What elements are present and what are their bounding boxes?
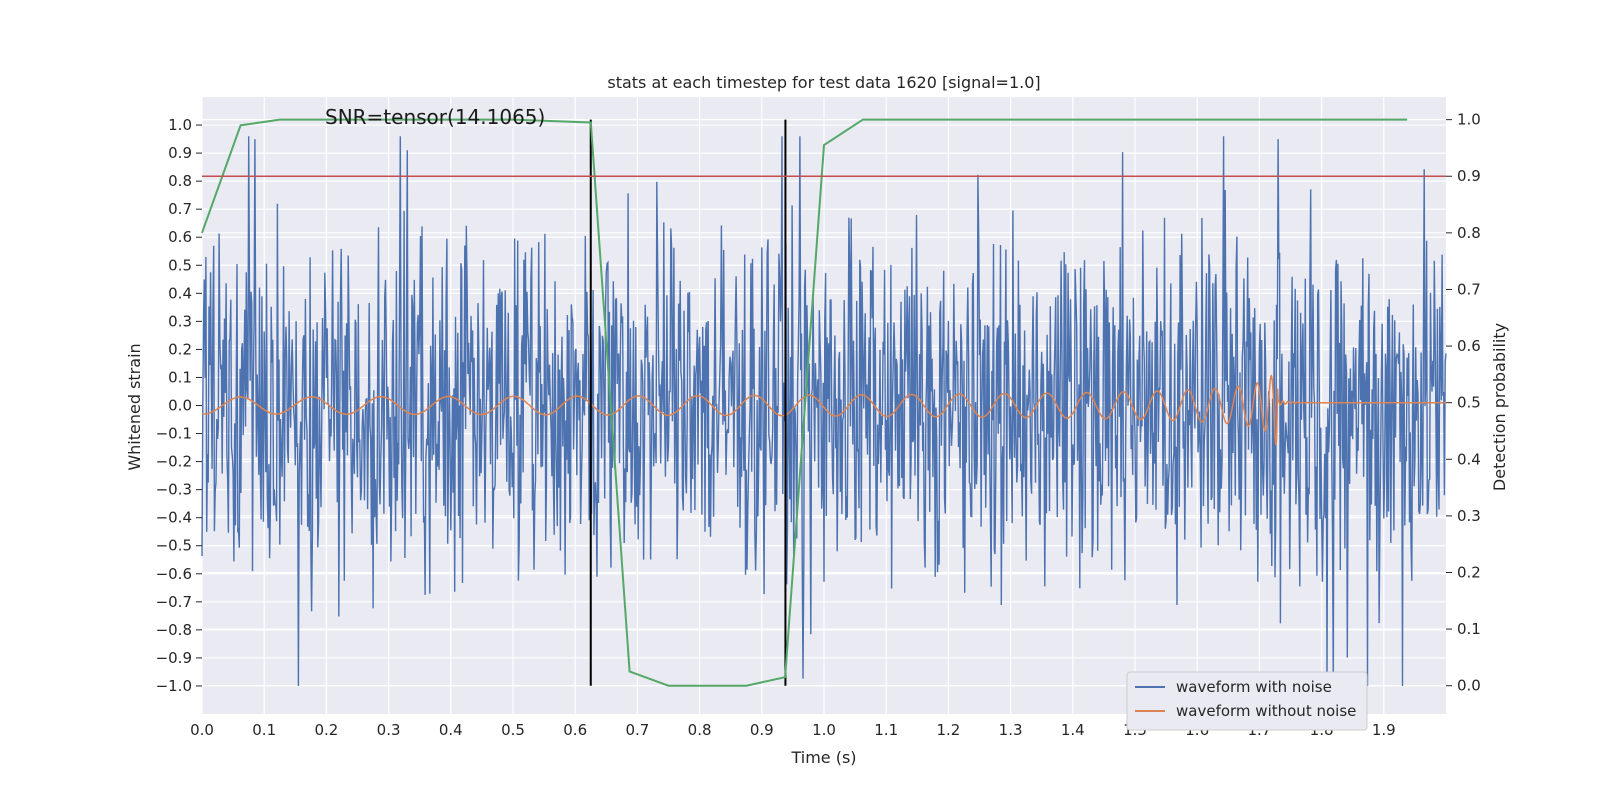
x-tick-label: 0.1 <box>252 721 276 739</box>
y-axis-label: Whitened strain <box>125 343 144 470</box>
y-tick-label: 0.6 <box>168 228 192 246</box>
snr-annotation: SNR=tensor(14.1065) <box>325 105 545 129</box>
right-tick-label: 0.0 <box>1457 677 1481 695</box>
right-tick-label: 0.2 <box>1457 563 1481 581</box>
y-tick-label: 0.9 <box>168 144 192 162</box>
right-tick-label: 0.7 <box>1457 280 1481 298</box>
y-tick-label: −0.9 <box>156 649 192 667</box>
right-tick-label: 0.5 <box>1457 394 1481 412</box>
right-tick-label: 0.8 <box>1457 224 1481 242</box>
y-tick-label: 0.4 <box>168 284 192 302</box>
x-tick-label: 0.0 <box>190 721 214 739</box>
right-tick-label: 0.3 <box>1457 507 1481 525</box>
right-tick-label: 1.0 <box>1457 111 1481 129</box>
x-tick-label: 0.8 <box>688 721 712 739</box>
x-tick-label: 0.6 <box>563 721 587 739</box>
y-tick-label: −0.2 <box>156 453 192 471</box>
x-tick-label: 0.4 <box>439 721 463 739</box>
x-tick-label: 1.2 <box>936 721 960 739</box>
y-tick-label: 0.3 <box>168 312 192 330</box>
x-tick-label: 1.3 <box>999 721 1023 739</box>
series-waveform-without-noise <box>202 374 1446 446</box>
x-axis-label: Time (s) <box>790 748 856 767</box>
series-waveform-with-noise <box>201 136 1447 687</box>
y-tick-label: −0.4 <box>156 509 192 527</box>
x-tick-label: 1.1 <box>874 721 898 739</box>
y-tick-label: 0.5 <box>168 256 192 274</box>
x-tick-label: 0.7 <box>625 721 649 739</box>
y-tick-label: −1.0 <box>156 677 192 695</box>
vertical-markers <box>589 119 787 686</box>
right-tick-label: 0.6 <box>1457 337 1481 355</box>
right-y-axis-label: Detection probability <box>1490 323 1509 491</box>
y-tick-label: 1.0 <box>168 116 192 134</box>
y-tick-label: 0.1 <box>168 368 192 386</box>
x-tick-label: 0.2 <box>314 721 338 739</box>
chirp-trace <box>202 374 1446 446</box>
legend-box <box>1126 671 1368 731</box>
noise-trace <box>201 136 1447 687</box>
y-tick-label: −0.8 <box>156 621 192 639</box>
x-tick-label: 0.5 <box>501 721 525 739</box>
legend: waveform with noise waveform without noi… <box>1126 671 1368 731</box>
x-tick-label: 1.9 <box>1372 721 1396 739</box>
chart-title: stats at each timestep for test data 162… <box>607 73 1040 92</box>
right-tick-label: 0.4 <box>1457 450 1481 468</box>
right-tick-label: 0.9 <box>1457 167 1481 185</box>
y-tick-label: 0.2 <box>168 340 192 358</box>
y-tick-label: 0.7 <box>168 200 192 218</box>
x-tick-label: 0.9 <box>750 721 774 739</box>
x-tick-label: 1.4 <box>1061 721 1085 739</box>
x-tick-label: 1.0 <box>812 721 836 739</box>
legend-label-clean: waveform without noise <box>1176 702 1356 720</box>
legend-label-noise: waveform with noise <box>1176 678 1332 696</box>
x-tick-label: 0.3 <box>377 721 401 739</box>
y-tick-label: −0.1 <box>156 425 192 443</box>
y-tick-label: −0.5 <box>156 537 192 555</box>
right-axis-ticks: 1.0 0.9 0.8 0.7 0.6 0.5 0.4 0.3 0.2 0.1 0.0 <box>1446 111 1481 695</box>
y-tick-label: 0.8 <box>168 172 192 190</box>
y-tick-label: 0.0 <box>168 397 192 415</box>
right-tick-label: 0.1 <box>1457 620 1481 638</box>
y-tick-label: −0.7 <box>156 593 192 611</box>
series-detection-probability <box>201 118 1408 687</box>
y-tick-label: −0.6 <box>156 565 192 583</box>
y-tick-label: −0.3 <box>156 481 192 499</box>
y-axis-ticks: 1.0 0.9 0.8 0.7 0.6 0.5 0.4 0.3 0.2 0.1 0.0 −0.1 −0.… <box>156 116 202 695</box>
